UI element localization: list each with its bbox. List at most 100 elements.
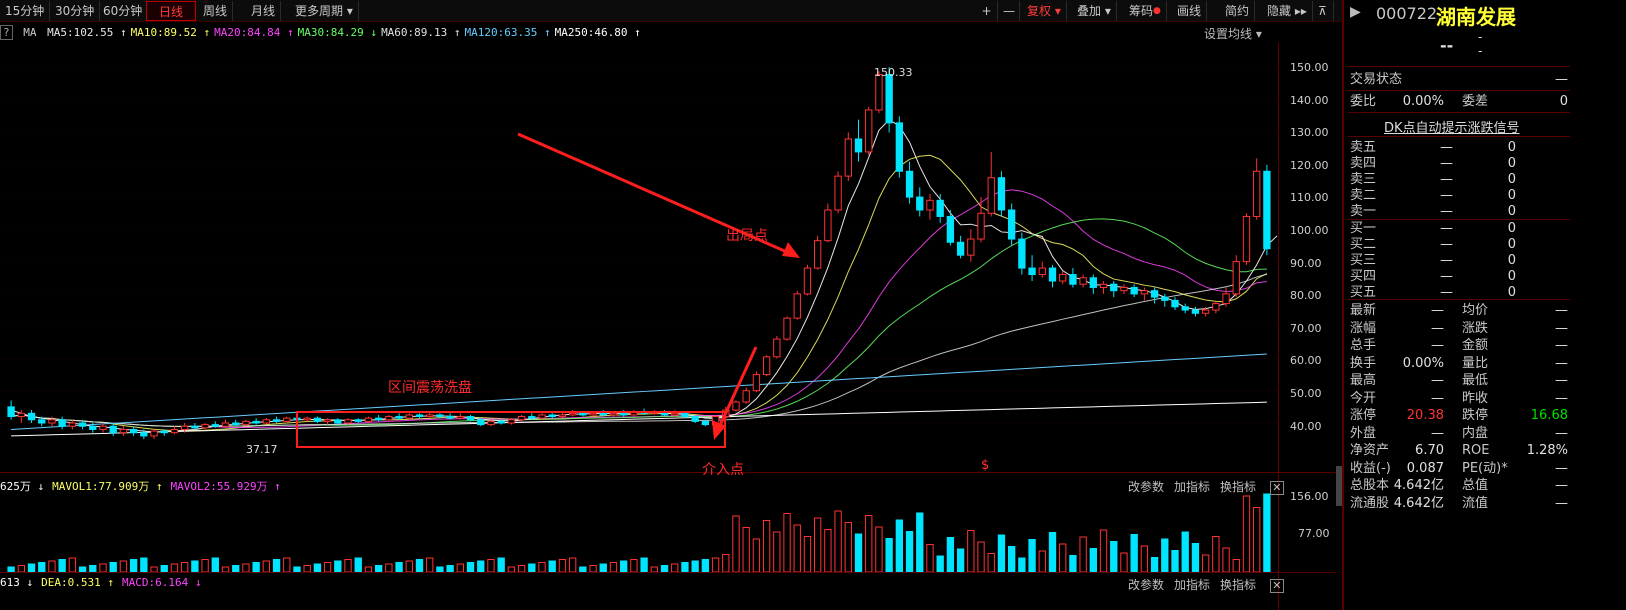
candle-body <box>752 374 761 392</box>
ma-legend-item: MA20:84.84 ↑ <box>214 26 294 39</box>
volume-bar <box>558 559 567 573</box>
macd-add-indicator-button[interactable]: 加指标 <box>1174 578 1211 592</box>
period-tab-15min[interactable]: 15分钟 <box>0 1 51 21</box>
stat-label: 跌停 <box>1462 408 1489 423</box>
candle-body <box>221 422 230 427</box>
stat-label: 涨幅 <box>1350 320 1377 336</box>
candle-body <box>395 416 403 419</box>
candle-body <box>456 416 464 419</box>
simple-mode-button[interactable]: 简约 <box>1220 1 1256 21</box>
ma-settings-dropdown[interactable]: 设置均线 ▾ <box>1204 27 1262 41</box>
volume-bar <box>803 536 812 573</box>
buy-order-row[interactable]: 买一 — 0 <box>1344 221 1572 236</box>
order-level-label: 买一 <box>1350 221 1377 236</box>
sell-order-row[interactable]: 卖四 — 0 <box>1344 156 1572 171</box>
candle-body <box>303 417 311 421</box>
sell-order-row[interactable]: 卖一 — 0 <box>1344 204 1572 219</box>
dk-signal-link[interactable]: DK点自动提示涨跌信号 <box>1384 121 1520 136</box>
volume-bar <box>283 557 291 573</box>
volume-bar <box>477 560 485 573</box>
hide-button[interactable]: 隐藏 ▸▸ <box>1262 1 1313 21</box>
volume-bar <box>1059 543 1067 573</box>
order-level-label: 买四 <box>1350 269 1377 284</box>
period-tab-30min[interactable]: 30分钟 <box>50 1 101 21</box>
volume-bar <box>334 560 342 573</box>
stat-label: PE(动)* <box>1462 460 1508 476</box>
buy-order-row[interactable]: 买二 — 0 <box>1344 237 1572 252</box>
sell-order-row[interactable]: 卖五 — 0 <box>1344 140 1572 155</box>
price-tick-label: 110.00 <box>1290 191 1329 205</box>
volume-axis-label: 77.00 <box>1298 527 1330 540</box>
volume-bar <box>538 562 546 573</box>
volume-bar <box>916 512 924 573</box>
volume-bar <box>528 563 536 573</box>
draw-line-button[interactable]: 画线 <box>1172 1 1208 21</box>
overlay-dropdown[interactable]: 叠加 ▾ <box>1072 1 1117 21</box>
macd-change-params-button[interactable]: 改参数 <box>1128 578 1165 592</box>
volume-bar <box>640 557 648 573</box>
period-tab-weekly[interactable]: 周线 <box>198 1 234 21</box>
macd-switch-indicator-button[interactable]: 换指标 <box>1220 578 1257 592</box>
ma-legend-item: MA250:46.80 ↑ <box>554 26 641 39</box>
candle-body <box>1161 296 1169 301</box>
period-tab-monthly[interactable]: 月线 <box>246 1 282 21</box>
weicha-value: 0 <box>1559 94 1568 109</box>
buy-order-row[interactable]: 买三 — 0 <box>1344 253 1572 268</box>
volume-add-indicator-button[interactable]: 加指标 <box>1174 480 1211 494</box>
volume-bar <box>1150 557 1159 573</box>
order-level-label: 买三 <box>1350 253 1377 268</box>
stat-value: 1.28% <box>1526 443 1568 458</box>
stat-label: 涨跌 <box>1462 320 1489 336</box>
candle-body <box>599 412 607 416</box>
volume-bar <box>1181 531 1189 573</box>
more-periods-dropdown[interactable]: 更多周期 ▾ <box>290 1 359 21</box>
volume-bar <box>814 517 822 573</box>
price-tick-label: 120.00 <box>1290 158 1329 172</box>
sell-order-row[interactable]: 卖三 — 0 <box>1344 172 1572 187</box>
ma30-line <box>11 218 1267 427</box>
period-tab-daily[interactable]: 日线 <box>146 1 196 21</box>
event-marker-icon[interactable]: $ <box>981 458 990 473</box>
ma-legend-item: MA30:84.29 ↓ <box>297 26 378 39</box>
adjust-rights-dropdown[interactable]: 复权 ▾ <box>1022 1 1067 21</box>
candle-body <box>895 122 904 172</box>
chips-button[interactable]: 筹码● <box>1124 1 1167 21</box>
zoom-out-button[interactable]: — <box>998 1 1020 21</box>
volume-bar <box>58 559 66 573</box>
zoom-in-button[interactable]: + <box>976 1 998 21</box>
volume-bar <box>1253 507 1261 573</box>
stat-value: — <box>1555 478 1568 493</box>
volume-close-icon[interactable]: ✕ <box>1269 480 1284 495</box>
candle-body <box>160 430 168 434</box>
candle-body <box>1140 290 1149 295</box>
stat-value: — <box>1555 338 1568 353</box>
order-level-label: 卖二 <box>1350 188 1377 203</box>
candle-body <box>487 420 495 426</box>
volume-bar <box>671 563 679 573</box>
sell-order-row[interactable]: 卖二 — 0 <box>1344 188 1572 203</box>
macd-close-icon[interactable]: ✕ <box>1269 578 1284 593</box>
stat-label: 均价 <box>1462 303 1489 318</box>
panel-arrow-icon[interactable]: ▶ <box>1350 4 1361 20</box>
period-tab-60min[interactable]: 60分钟 <box>98 1 149 21</box>
max-price-label: 150.33 <box>874 66 913 79</box>
volume-switch-indicator-button[interactable]: 换指标 <box>1220 480 1257 494</box>
kline-chart[interactable] <box>0 20 1336 610</box>
candle-body <box>1222 293 1230 305</box>
candle-body <box>109 425 117 434</box>
panel-toggle-handle[interactable] <box>1336 466 1342 506</box>
candle-body <box>793 293 801 319</box>
volume-bar <box>1089 548 1097 573</box>
volume-bar <box>323 562 332 573</box>
collapse-icon[interactable]: ⊼ <box>1312 1 1334 21</box>
help-icon[interactable]: ? <box>0 25 13 40</box>
macd-legend-item: 613 ↓ <box>0 576 34 589</box>
volume-change-params-button[interactable]: 改参数 <box>1128 480 1165 494</box>
candle-body <box>742 390 750 403</box>
buy-order-row[interactable]: 买五 — 0 <box>1344 285 1572 300</box>
volume-bar <box>1222 547 1230 573</box>
quote-stat-row: 今开 — 昨收 — <box>1344 391 1572 407</box>
buy-order-row[interactable]: 买四 — 0 <box>1344 269 1572 284</box>
candle-body <box>987 177 995 214</box>
candle-body <box>364 417 373 422</box>
